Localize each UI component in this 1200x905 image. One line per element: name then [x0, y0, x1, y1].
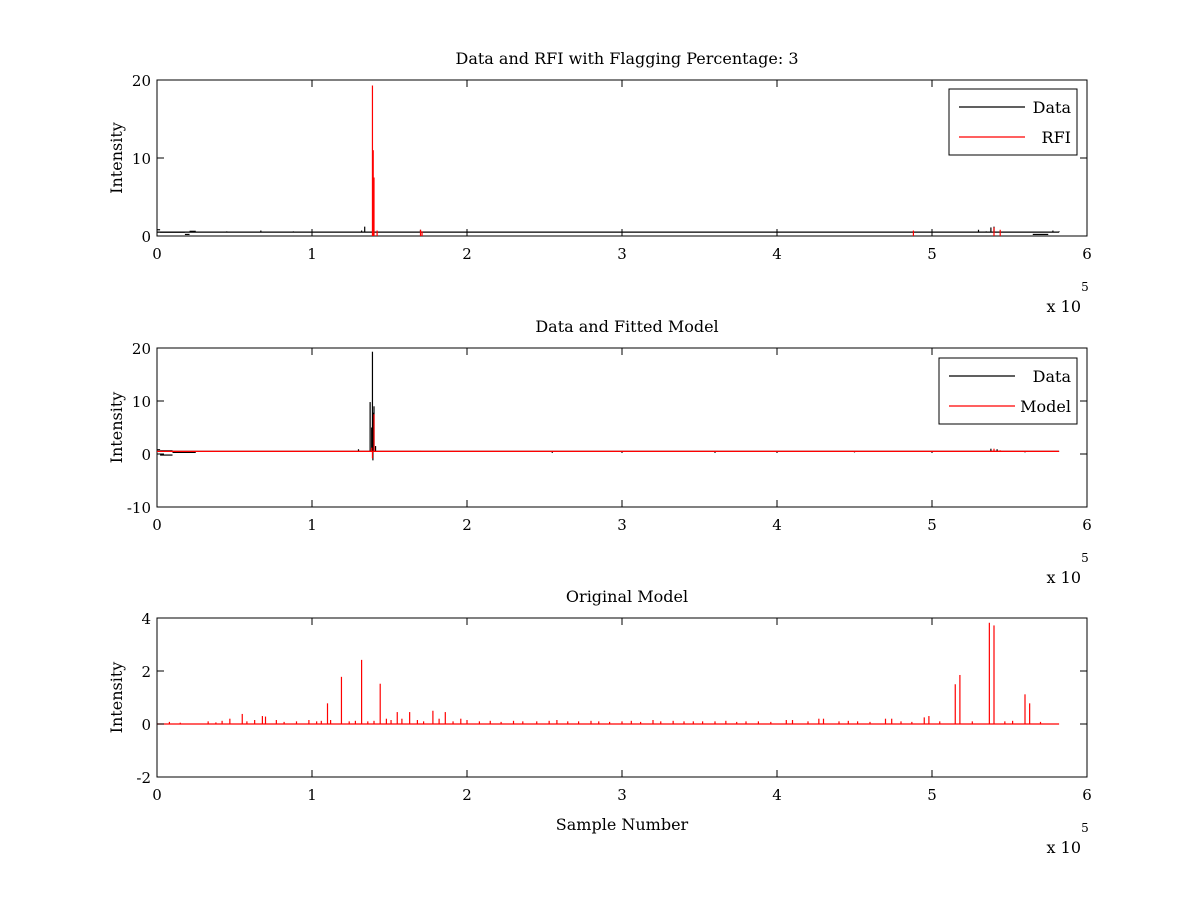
- y-tick-label: 0: [141, 716, 151, 734]
- x-tick-label: 1: [307, 516, 317, 534]
- legend: Data RFI: [948, 88, 1078, 156]
- y-axis-label: Intensity: [107, 662, 126, 734]
- chart-title: Data and RFI with Flagging Percentage: 3: [455, 49, 798, 68]
- x-tick-label: 3: [617, 786, 627, 804]
- legend-label-data: Data: [1033, 98, 1072, 117]
- x-exponent-base: x 10: [1047, 838, 1081, 857]
- y-tick-label: 10: [132, 393, 151, 411]
- x-tick-label: 4: [772, 516, 782, 534]
- y-tick-label: -2: [136, 769, 151, 787]
- y-tick-label: -10: [127, 499, 151, 517]
- x-tick-label: 0: [152, 245, 162, 263]
- axes-frame: [156, 347, 1088, 508]
- plot-area: [157, 85, 1060, 236]
- x-tick-label: 4: [772, 245, 782, 263]
- x-axis: 0 1 2 3 4 5 6: [152, 618, 1092, 804]
- x-tick-label: 6: [1082, 786, 1092, 804]
- legend-label-data: Data: [1033, 367, 1072, 386]
- legend-box: [948, 88, 1078, 156]
- plot-area: [157, 351, 1060, 461]
- legend-box: [938, 357, 1078, 425]
- y-tick-label: 10: [132, 150, 151, 168]
- x-tick-label: 5: [927, 786, 937, 804]
- x-axis: 0 1 2 3 4 5 6: [152, 80, 1092, 263]
- series-rfi: [371, 85, 1001, 236]
- y-tick-label: 4: [141, 610, 151, 628]
- x-tick-label: 2: [462, 516, 472, 534]
- y-tick-label: 2: [141, 663, 151, 681]
- x-axis: 0 1 2 3 4 5 6: [152, 348, 1092, 534]
- axes-frame: [156, 79, 1088, 237]
- y-tick-label: 20: [132, 72, 151, 90]
- y-tick-label: 20: [132, 340, 151, 358]
- y-axis: -2 0 2 4: [136, 610, 1087, 787]
- x-tick-label: 6: [1082, 245, 1092, 263]
- y-axis: 0 10 20: [132, 72, 1087, 246]
- legend-label-rfi: RFI: [1042, 128, 1071, 147]
- x-exponent-base: x 10: [1047, 297, 1081, 316]
- x-tick-label: 1: [307, 786, 317, 804]
- y-axis-label: Intensity: [107, 392, 126, 464]
- x-tick-label: 1: [307, 245, 317, 263]
- x-exponent-power: 5: [1081, 551, 1089, 565]
- subplot-1: 0 1 2 3 4 5 6 0 10 20 Data and RFI with Flagging P…: [107, 49, 1092, 316]
- legend-label-model: Model: [1020, 397, 1071, 416]
- x-tick-label: 0: [152, 516, 162, 534]
- x-tick-label: 6: [1082, 516, 1092, 534]
- x-tick-label: 3: [617, 516, 627, 534]
- legend: Data Model: [938, 357, 1078, 425]
- x-exponent-power: 5: [1081, 280, 1089, 294]
- series-model: [157, 622, 1060, 725]
- x-exponent-base: x 10: [1047, 568, 1081, 587]
- y-axis-label: Intensity: [107, 122, 126, 194]
- x-tick-label: 2: [462, 245, 472, 263]
- x-tick-label: 5: [927, 516, 937, 534]
- y-tick-label: 0: [141, 228, 151, 246]
- x-tick-label: 0: [152, 786, 162, 804]
- chart-title: Data and Fitted Model: [535, 317, 718, 336]
- x-tick-label: 3: [617, 245, 627, 263]
- axes-frame: [156, 617, 1088, 778]
- x-tick-label: 4: [772, 786, 782, 804]
- x-tick-label: 5: [927, 245, 937, 263]
- chart-title: Original Model: [566, 587, 688, 606]
- series-model: [157, 414, 1060, 459]
- y-tick-label: 0: [141, 446, 151, 464]
- x-exponent-power: 5: [1081, 821, 1089, 835]
- x-axis-label: Sample Number: [556, 815, 689, 834]
- plot-area: [157, 622, 1060, 725]
- y-axis: -10 0 10 20: [127, 340, 1087, 517]
- x-tick-label: 2: [462, 786, 472, 804]
